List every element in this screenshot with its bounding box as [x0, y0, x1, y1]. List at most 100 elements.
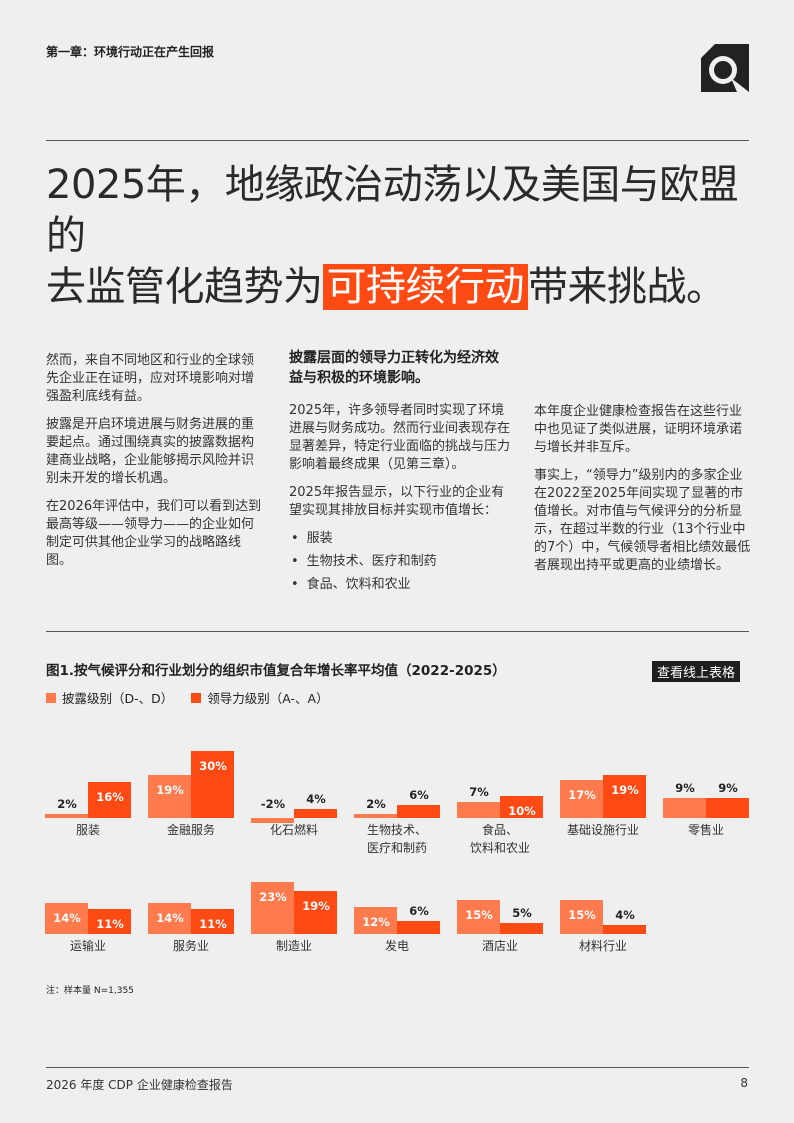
- bar-leadership: [500, 922, 543, 934]
- bar-leadership: [706, 797, 749, 818]
- bar-disclosure: [148, 775, 191, 818]
- bar-disclosure: [457, 802, 500, 818]
- bar-disclosure: [560, 900, 603, 934]
- page-title: 2025年，地缘政治动荡以及美国与欧盟的 去监管化趋势为 可持续行动 带来挑战。: [46, 160, 756, 313]
- category-label: 酒店业: [481, 939, 518, 953]
- bar-leadership: [603, 775, 646, 818]
- bar-disclosure: [251, 818, 294, 823]
- bar-disclosure-label: 23%: [259, 890, 287, 905]
- bar-leadership: [191, 750, 234, 818]
- bar-leadership: [397, 804, 440, 818]
- bar-disclosure: [354, 907, 397, 934]
- sample-size-note: 注：样本量 N=1,355: [46, 986, 134, 996]
- figure-title: 图1.按气候评分和行业划分的组织市值复合年增长率平均值（2022-2025）: [46, 663, 506, 679]
- bar-disclosure-label: 14%: [156, 910, 184, 925]
- column-1: 然而，来自不同地区和行业的全球领先企业正在证明，应对环境影响对增强盈利底线有益。…: [46, 352, 264, 580]
- bar-disclosure: [45, 902, 88, 934]
- category-label: 化石燃料: [269, 823, 318, 837]
- category-label: 生物技术、 医疗和制药: [366, 823, 427, 855]
- bar-leadership-label: 30%: [199, 758, 227, 773]
- list-item: 食品、饮料和农业: [289, 576, 511, 594]
- bar-leadership: [88, 782, 131, 818]
- bar-disclosure-label: 9%: [675, 780, 695, 795]
- col3-paragraph: 本年度企业健康检查报告在这些行业中也见证了类似进展，证明环境承诺与增长并非互斥。: [534, 404, 743, 455]
- col1-paragraph: 披露是开启环境进展与财务进展的重要起点。通过围绕真实的披露数据构建商业战略，企业…: [46, 417, 255, 486]
- bar-disclosure: [560, 779, 603, 818]
- legend-item-disclosure: 披露级别（D-、D）: [46, 688, 173, 707]
- bar-leadership-label: 10%: [508, 803, 536, 818]
- bar-disclosure: [45, 813, 88, 818]
- bar-leadership: [603, 925, 646, 934]
- bar-disclosure-label: 2%: [366, 796, 386, 811]
- bar-disclosure-label: 7%: [469, 785, 489, 800]
- title-line2a: 去监管化趋势为: [46, 264, 323, 310]
- divider: [46, 140, 749, 141]
- col2-heading: 披露层面的领导力正转化为经济效益与积极的环境影响。: [289, 350, 499, 386]
- bar-leadership-label: 19%: [302, 899, 330, 914]
- bar-leadership-label: 19%: [611, 783, 639, 798]
- category-label: 服装: [75, 823, 100, 837]
- category-label: 发电: [384, 939, 409, 953]
- category-label: 制造业: [275, 939, 312, 953]
- legend-swatch: [191, 692, 202, 703]
- bar-leadership-label: 6%: [409, 787, 429, 802]
- title-highlight: 可持续行动: [322, 264, 528, 310]
- bar-leadership: [191, 909, 234, 934]
- bar-leadership-label: 4%: [615, 908, 635, 922]
- bar-disclosure: [354, 813, 397, 818]
- bar-leadership: [294, 809, 337, 818]
- bar-leadership-label: 9%: [718, 780, 738, 795]
- bar-leadership-label: 11%: [96, 917, 124, 932]
- chart-legend: 披露级别（D-、D） 领导力级别（A-、A）: [46, 688, 329, 707]
- bar-disclosure-label: 15%: [568, 908, 596, 923]
- col2-paragraph: 2025年报告显示，以下行业的企业有望实现其排放目标并实现市值增长：: [289, 485, 505, 518]
- category-label: 金融服务: [166, 823, 215, 837]
- bar-leadership-label: 16%: [96, 790, 124, 804]
- title-line1: 2025年，地缘政治动荡以及美国与欧盟的: [46, 162, 739, 259]
- list-item: 服装: [289, 530, 511, 548]
- bar-leadership-label: 4%: [306, 792, 326, 806]
- category-label: 基础设施行业: [566, 823, 639, 837]
- page-number: 8: [740, 1076, 748, 1090]
- bar-leadership: [294, 891, 337, 934]
- legend-label: 披露级别（D-、D）: [62, 691, 174, 706]
- col3-paragraph: 事实上，“领导力”级别内的多家企业在2022至2025年间实现了显著的市值增长。…: [534, 468, 751, 573]
- bar-disclosure: [663, 797, 706, 818]
- cdp-logo-icon: [701, 44, 749, 92]
- column-3: 本年度企业健康检查报告在这些行业中也见证了类似进展，证明环境承诺与增长并非互斥。…: [534, 403, 752, 585]
- bar-leadership-label: 6%: [409, 903, 429, 918]
- category-label: 运输业: [69, 939, 106, 953]
- bar-disclosure-label: 14%: [53, 910, 81, 925]
- list-item: 生物技术、医疗和制药: [289, 553, 511, 571]
- category-label: 零售业: [687, 823, 724, 837]
- legend-swatch: [46, 692, 56, 703]
- view-online-table-button[interactable]: 查看线上表格: [652, 661, 741, 682]
- col1-paragraph: 然而，来自不同地区和行业的全球领先企业正在证明，应对环境影响对增强盈利底线有益。: [46, 353, 255, 404]
- category-label: 材料行业: [578, 939, 627, 953]
- category-label: 服务业: [172, 939, 209, 953]
- category-label: 食品、 饮料和农业: [469, 823, 530, 855]
- legend-item-leadership: 领导力级别（A-、A）: [191, 688, 329, 707]
- bar-leadership: [397, 920, 440, 934]
- col1-paragraph: 在2026年评估中，我们可以看到达到最高等级——领导力——的企业如何制定可供其他…: [46, 499, 262, 568]
- bar-disclosure-label: 15%: [465, 908, 493, 923]
- bar-disclosure-label: 19%: [156, 783, 184, 798]
- bar-disclosure-label: 12%: [362, 915, 390, 929]
- bar-leadership: [500, 795, 543, 818]
- bar-disclosure: [148, 902, 191, 934]
- bar-disclosure-label: -2%: [260, 796, 286, 811]
- bar-disclosure: [251, 882, 294, 934]
- legend-label: 领导力级别（A-、A）: [207, 691, 329, 706]
- bar-disclosure-label: 2%: [57, 796, 77, 811]
- bar-leadership-label: 11%: [199, 917, 227, 932]
- title-line2b: 带来挑战。: [528, 264, 726, 310]
- column-2: 披露层面的领导力正转化为经济效益与积极的环境影响。 2025年，许多领导者同时实…: [289, 348, 511, 599]
- bar-leadership-label: 5%: [512, 905, 532, 920]
- chapter-heading: 第一章：环境行动正在产生回报: [46, 45, 215, 59]
- bar-disclosure: [457, 900, 500, 934]
- bar-disclosure-label: 17%: [568, 787, 596, 802]
- col2-paragraph: 2025年，许多领导者同时实现了环境进展与财务成功。然而行业间表现存在显著差异，…: [289, 403, 511, 472]
- divider: [46, 1067, 749, 1068]
- bar-leadership: [88, 909, 131, 934]
